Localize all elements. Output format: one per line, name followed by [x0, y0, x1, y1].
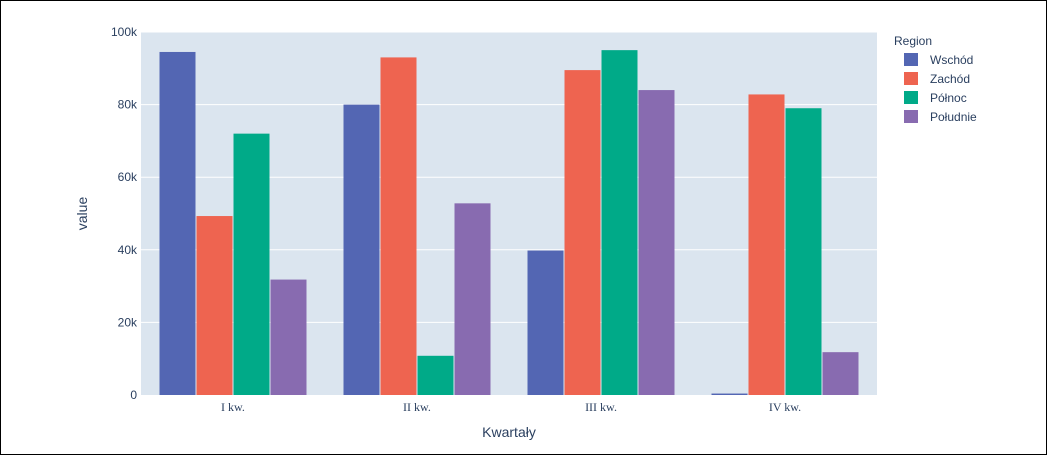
bar — [711, 393, 748, 395]
legend-item-label: Wschód — [930, 53, 973, 67]
legend: Region Wschód Zachód Północ Południe — [894, 34, 977, 124]
bars — [159, 50, 859, 396]
bar — [417, 355, 454, 395]
bar — [196, 216, 233, 395]
bar — [343, 104, 380, 395]
bar — [159, 51, 196, 396]
y-tick-label: 60k — [118, 170, 138, 184]
bar — [233, 133, 270, 395]
x-tick-label: III kw. — [585, 400, 617, 414]
bar — [454, 203, 491, 395]
x-tick-label: I kw. — [221, 400, 245, 414]
legend-swatch — [904, 72, 918, 85]
legend-item-label: Północ — [930, 91, 967, 105]
y-tick-label: 40k — [118, 243, 138, 257]
bar — [564, 70, 601, 396]
x-tick-label: II kw. — [403, 400, 431, 414]
legend-item-label: Południe — [930, 110, 977, 124]
legend-item-label: Zachód — [930, 72, 970, 86]
bar — [785, 108, 822, 395]
bar — [638, 90, 675, 395]
legend-swatch — [904, 53, 918, 66]
x-tick-label: IV kw. — [769, 400, 801, 414]
y-tick-label: 80k — [118, 98, 138, 112]
y-tick-label: 20k — [118, 315, 138, 329]
y-tick-label: 100k — [111, 25, 138, 39]
y-axis-ticks: 0 20k 40k 60k 80k 100k — [111, 25, 138, 402]
legend-swatch — [904, 110, 918, 123]
bar — [822, 352, 859, 395]
bar — [527, 250, 564, 395]
legend-swatch — [904, 91, 918, 104]
bar — [748, 94, 785, 395]
legend-title: Region — [894, 34, 932, 48]
bar — [601, 50, 638, 396]
x-axis-title: Kwartały — [482, 424, 536, 440]
bar — [270, 279, 307, 395]
y-tick-label: 0 — [130, 388, 137, 402]
x-axis-ticks: I kw. II kw. III kw. IV kw. — [221, 400, 801, 414]
bar — [380, 57, 417, 395]
y-axis-title: value — [74, 197, 90, 231]
